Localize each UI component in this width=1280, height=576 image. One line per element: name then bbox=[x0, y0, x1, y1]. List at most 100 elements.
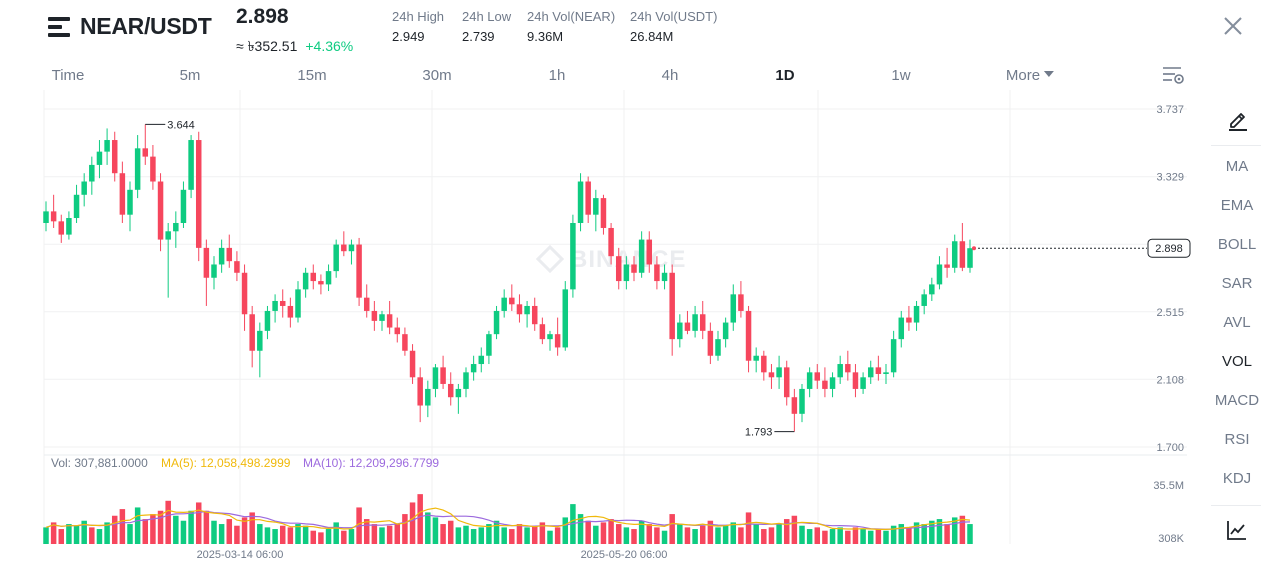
candle-body bbox=[447, 383, 454, 398]
candle-body bbox=[96, 151, 103, 165]
tab-1d[interactable]: 1D bbox=[775, 67, 795, 84]
menu-icon[interactable] bbox=[48, 17, 70, 37]
volume-bar bbox=[150, 514, 156, 544]
candle-body bbox=[379, 314, 385, 321]
indicator-macd[interactable]: MACD bbox=[1214, 392, 1260, 409]
volume-bar bbox=[799, 525, 805, 544]
volume-bar bbox=[692, 529, 698, 544]
candle-body bbox=[386, 314, 393, 328]
volume-bar bbox=[860, 529, 866, 544]
tab-more[interactable]: More bbox=[1006, 67, 1055, 84]
candle-body bbox=[478, 355, 485, 365]
volume-ma-lines bbox=[45, 507, 971, 530]
tab-1w[interactable]: 1w bbox=[891, 67, 911, 84]
candle-body bbox=[279, 300, 286, 306]
candle-body bbox=[898, 317, 905, 340]
indicator-vol[interactable]: VOL bbox=[1221, 353, 1252, 370]
candle-body bbox=[814, 372, 821, 381]
volume-bar bbox=[417, 494, 423, 544]
volume-bar bbox=[302, 525, 309, 544]
volume-bar bbox=[440, 524, 446, 544]
volume-bar bbox=[211, 520, 217, 544]
indicator-boll[interactable]: BOLL bbox=[1217, 236, 1257, 253]
volume-bar bbox=[898, 524, 905, 544]
volume-bar bbox=[936, 519, 943, 544]
volume-bar bbox=[89, 527, 95, 544]
close-icon[interactable] bbox=[1222, 15, 1244, 37]
candle-body bbox=[409, 350, 416, 378]
candle-body bbox=[241, 272, 248, 315]
price-sub: ≈ ৳352.51 +4.36% bbox=[236, 35, 353, 59]
date-tick-label: 2025-05-20 06:00 bbox=[581, 549, 668, 561]
candle-body bbox=[509, 297, 515, 305]
candle-body bbox=[134, 148, 141, 190]
candle-body bbox=[776, 367, 782, 378]
volume-bar bbox=[188, 510, 194, 544]
volume-bar bbox=[81, 520, 87, 544]
tab-30m[interactable]: 30m bbox=[422, 67, 452, 84]
volume-bar bbox=[722, 525, 729, 544]
volume-bar bbox=[539, 522, 546, 544]
volume-bar bbox=[157, 510, 164, 544]
last-price-label: 2.898 bbox=[1155, 243, 1183, 255]
tab-5m[interactable]: 5m bbox=[179, 67, 201, 84]
volume-bar bbox=[631, 529, 637, 544]
volume-bar bbox=[180, 520, 187, 544]
volume-bar bbox=[562, 517, 569, 544]
volume-bar bbox=[600, 522, 607, 544]
last-price-box bbox=[1147, 238, 1191, 258]
volume-bar bbox=[447, 520, 454, 544]
candle-body bbox=[341, 244, 347, 252]
candle-body bbox=[142, 148, 149, 157]
volume-bar bbox=[646, 524, 653, 544]
indicator-rsi[interactable]: RSI bbox=[1224, 431, 1250, 448]
indicator-avl[interactable]: AVL bbox=[1223, 314, 1251, 331]
indicator-sar[interactable]: SAR bbox=[1221, 275, 1253, 292]
volume-bar bbox=[837, 527, 843, 544]
candle-body bbox=[318, 281, 324, 285]
tab-1h[interactable]: 1h bbox=[548, 67, 566, 84]
candle-body bbox=[959, 241, 966, 268]
candle-body bbox=[73, 194, 80, 219]
divider bbox=[1211, 145, 1261, 146]
volume-bar bbox=[119, 509, 126, 544]
caret-down-icon bbox=[1044, 71, 1055, 77]
candlestick-series bbox=[43, 124, 973, 432]
candle-body bbox=[623, 264, 630, 282]
candle-body bbox=[577, 181, 584, 223]
candle-body bbox=[845, 364, 851, 373]
stat-24h-high: 24h High 2.949 bbox=[392, 9, 444, 44]
volume-bar bbox=[547, 530, 553, 544]
volume-bar bbox=[409, 502, 416, 544]
indicator-ma[interactable]: MA bbox=[1225, 158, 1249, 175]
candle-body bbox=[615, 256, 622, 282]
volume-bar bbox=[959, 515, 966, 544]
candle-body bbox=[761, 355, 767, 373]
chart-settings-icon[interactable] bbox=[1161, 64, 1185, 86]
volume-tick-label: 308K bbox=[1158, 533, 1184, 545]
chart-line-icon[interactable] bbox=[1226, 519, 1248, 541]
tab-time[interactable]: Time bbox=[51, 67, 85, 84]
indicator-kdj[interactable]: KDJ bbox=[1222, 470, 1252, 487]
last-price-dot bbox=[972, 246, 976, 251]
candle-body bbox=[234, 261, 240, 273]
indicator-ema[interactable]: EMA bbox=[1220, 197, 1254, 214]
pen-icon[interactable] bbox=[1226, 107, 1250, 131]
candle-body bbox=[356, 244, 362, 298]
volume-bar bbox=[921, 524, 927, 544]
tab-4h[interactable]: 4h bbox=[661, 67, 679, 84]
candle-body bbox=[333, 244, 339, 272]
candle-body bbox=[699, 314, 706, 331]
price-chart[interactable]: 3.7373.3292.9222.5152.1081.7003.6441.793… bbox=[0, 90, 1200, 566]
volume-bar bbox=[967, 524, 973, 544]
candle-body bbox=[66, 218, 72, 235]
volume-bar bbox=[677, 524, 683, 544]
candle-body bbox=[524, 305, 530, 315]
candle-body bbox=[226, 247, 233, 262]
volume-bar bbox=[623, 527, 630, 544]
volume-bar bbox=[761, 529, 767, 544]
tab-15m[interactable]: 15m bbox=[297, 67, 327, 84]
trading-pair[interactable]: NEAR/USDT bbox=[80, 13, 212, 39]
candle-body bbox=[929, 284, 935, 295]
volume-bar bbox=[715, 527, 721, 544]
